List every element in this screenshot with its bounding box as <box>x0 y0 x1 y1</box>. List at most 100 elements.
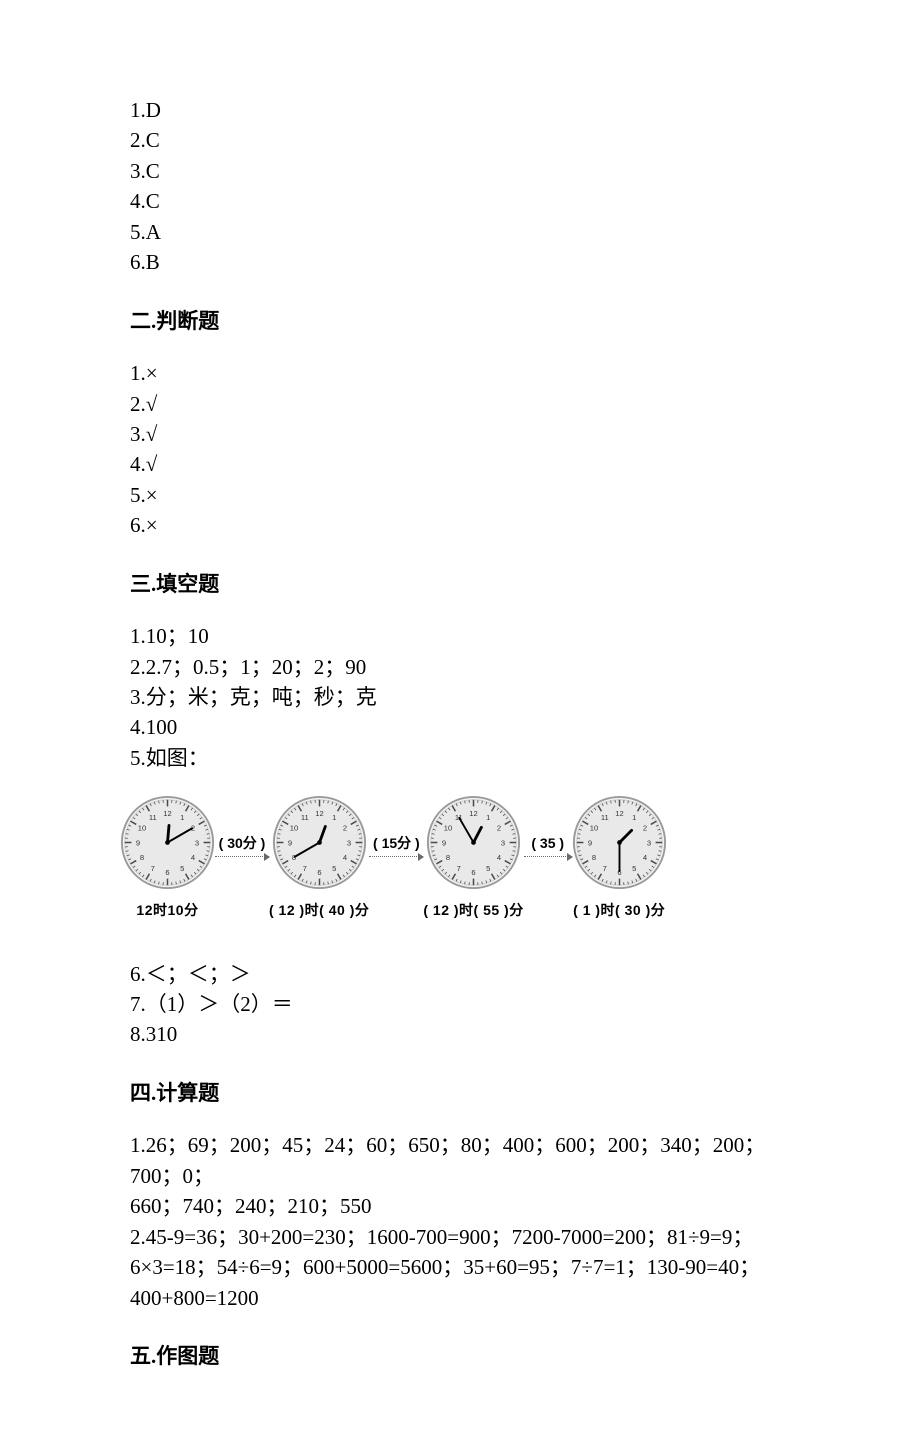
line: 6×3=18；54÷6=9；600+5000=5600；35+60=95；7÷7… <box>130 1252 790 1282</box>
svg-text:7: 7 <box>302 864 306 873</box>
clock-icon: 123456789101112 <box>120 795 215 890</box>
svg-text:4: 4 <box>497 853 501 862</box>
clock-under-label: 12时10分 <box>136 900 198 920</box>
ans: 1.× <box>130 358 790 388</box>
clock-block: 123456789101112 ( 12 )时( 55 )分 <box>423 795 523 920</box>
ans: 3.C <box>130 156 790 186</box>
ans: 5.A <box>130 217 790 247</box>
svg-text:3: 3 <box>647 839 651 848</box>
svg-text:6: 6 <box>165 868 169 877</box>
ans: 2.√ <box>130 389 790 419</box>
svg-text:11: 11 <box>149 813 157 822</box>
heading-section3: 三.填空题 <box>130 569 790 599</box>
section4-lines: 1.26；69；200；45；24；60；650；80；400；600；200；… <box>130 1130 790 1313</box>
svg-text:1: 1 <box>486 813 490 822</box>
svg-text:6: 6 <box>317 868 321 877</box>
line: 1.10；10 <box>130 621 790 651</box>
clock-block: 123456789101112 ( 1 )时( 30 )分 <box>572 795 667 920</box>
arrow-icon <box>215 856 269 857</box>
svg-text:12: 12 <box>163 809 171 818</box>
svg-text:3: 3 <box>501 839 505 848</box>
svg-text:9: 9 <box>442 839 446 848</box>
svg-text:2: 2 <box>497 824 501 833</box>
svg-text:5: 5 <box>180 864 184 873</box>
svg-text:12: 12 <box>469 809 477 818</box>
gap-label: ( 35 ) <box>531 833 564 853</box>
svg-text:8: 8 <box>140 853 144 862</box>
section3-after-lines: 6.＜；＜；＞ 7.（1）＞（2）＝ 8.310 <box>130 959 790 1050</box>
line: 4.100 <box>130 712 790 742</box>
svg-text:2: 2 <box>643 824 647 833</box>
svg-text:7: 7 <box>151 864 155 873</box>
svg-text:5: 5 <box>486 864 490 873</box>
svg-text:12: 12 <box>315 809 323 818</box>
arrow-icon <box>524 856 572 857</box>
line: 8.310 <box>130 1019 790 1049</box>
ans: 1.D <box>130 95 790 125</box>
svg-text:9: 9 <box>136 839 140 848</box>
clock-under-label: ( 12 )时( 55 )分 <box>423 900 523 920</box>
line: 3.分；米；克；吨；秒；克 <box>130 682 790 712</box>
svg-text:11: 11 <box>301 813 309 822</box>
clock-gap: ( 35 ) <box>524 833 572 882</box>
line: 6.＜；＜；＞ <box>130 959 790 989</box>
svg-text:3: 3 <box>347 839 351 848</box>
ans: 4.√ <box>130 449 790 479</box>
line: 2.45-9=36；30+200=230；1600-700=900；7200-7… <box>130 1222 790 1252</box>
clock-row: 123456789101112 12时10分 ( 30分 ) 123456789… <box>120 795 790 920</box>
heading-section4: 四.计算题 <box>130 1078 790 1108</box>
svg-text:10: 10 <box>138 824 146 833</box>
svg-text:1: 1 <box>632 813 636 822</box>
svg-text:8: 8 <box>292 853 296 862</box>
line: 7.（1）＞（2）＝ <box>130 989 790 1019</box>
svg-text:10: 10 <box>589 824 597 833</box>
svg-text:1: 1 <box>332 813 336 822</box>
clock-icon: 123456789101112 <box>426 795 521 890</box>
svg-text:4: 4 <box>191 853 195 862</box>
svg-text:9: 9 <box>588 839 592 848</box>
gap-label: ( 30分 ) <box>219 833 266 853</box>
ans: 6.B <box>130 247 790 277</box>
gap-label: ( 15分 ) <box>373 833 420 853</box>
svg-text:8: 8 <box>592 853 596 862</box>
svg-text:7: 7 <box>602 864 606 873</box>
svg-text:6: 6 <box>471 868 475 877</box>
ans: 2.C <box>130 125 790 155</box>
section2-answers: 1.× 2.√ 3.√ 4.√ 5.× 6.× <box>130 358 790 541</box>
svg-text:9: 9 <box>288 839 292 848</box>
clock-gap: ( 15分 ) <box>369 833 423 882</box>
clock-block: 123456789101112 12时10分 <box>120 795 215 920</box>
clock-block: 123456789101112 ( 12 )时( 40 )分 <box>269 795 369 920</box>
line: 2.2.7；0.5；1；20；2；90 <box>130 652 790 682</box>
arrow-icon <box>369 856 423 857</box>
svg-text:4: 4 <box>343 853 347 862</box>
svg-text:1: 1 <box>180 813 184 822</box>
svg-text:5: 5 <box>632 864 636 873</box>
section1-answers: 1.D 2.C 3.C 4.C 5.A 6.B <box>130 95 790 278</box>
ans: 6.× <box>130 510 790 540</box>
svg-text:10: 10 <box>289 824 297 833</box>
svg-text:8: 8 <box>446 853 450 862</box>
heading-section5: 五.作图题 <box>130 1341 790 1371</box>
line: 5.如图： <box>130 743 790 773</box>
ans: 3.√ <box>130 419 790 449</box>
svg-text:12: 12 <box>615 809 623 818</box>
svg-text:4: 4 <box>643 853 647 862</box>
svg-text:7: 7 <box>457 864 461 873</box>
svg-text:11: 11 <box>601 813 609 822</box>
ans: 4.C <box>130 186 790 216</box>
ans: 5.× <box>130 480 790 510</box>
clock-under-label: ( 12 )时( 40 )分 <box>269 900 369 920</box>
svg-text:2: 2 <box>343 824 347 833</box>
clock-icon: 123456789101112 <box>272 795 367 890</box>
clock-under-label: ( 1 )时( 30 )分 <box>573 900 665 920</box>
section3-lines: 1.10；10 2.2.7；0.5；1；20；2；90 3.分；米；克；吨；秒；… <box>130 621 790 773</box>
svg-text:5: 5 <box>332 864 336 873</box>
line: 660；740；240；210；550 <box>130 1191 790 1221</box>
clock-gap: ( 30分 ) <box>215 833 269 882</box>
heading-section2: 二.判断题 <box>130 306 790 336</box>
clock-icon: 123456789101112 <box>572 795 667 890</box>
svg-text:3: 3 <box>195 839 199 848</box>
line: 400+800=1200 <box>130 1283 790 1313</box>
line: 1.26；69；200；45；24；60；650；80；400；600；200；… <box>130 1130 790 1191</box>
